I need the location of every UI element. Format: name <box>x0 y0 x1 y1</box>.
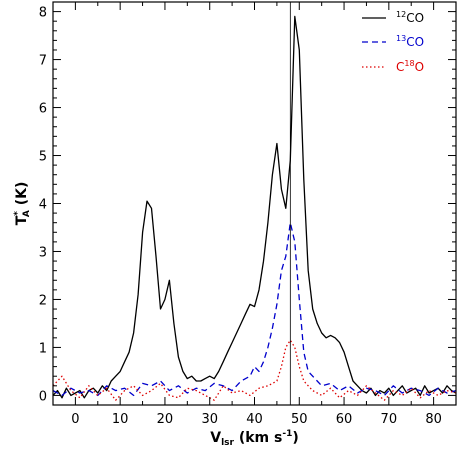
axes: 0 10 20 30 40 50 60 70 80 0 1 2 3 4 5 6 7 8 Vlsr (km s-1) T… <box>13 1 457 448</box>
plot-lines <box>53 15 456 401</box>
legend-label: 13CO <box>396 34 424 49</box>
y-tick-label: 4 <box>39 198 47 213</box>
y-tick-label: 8 <box>39 6 47 21</box>
legend-entry-c18o: C18O <box>362 59 424 74</box>
legend-label: 12CO <box>396 10 424 25</box>
y-tick-label: 1 <box>39 341 47 356</box>
y-axis-label: T*A (K) <box>13 182 32 226</box>
series-12co-line <box>53 15 456 399</box>
y-tick-label: 5 <box>39 150 47 165</box>
x-tick-label: 70 <box>381 412 398 427</box>
y-tick-label: 7 <box>39 54 47 69</box>
x-axis-label: Vlsr (km s-1) <box>210 429 299 448</box>
legend-entry-13co: 13CO <box>362 34 424 49</box>
x-tick-label: 40 <box>246 412 263 427</box>
legend-label: C18O <box>396 59 424 74</box>
x-tick-label: 80 <box>425 412 442 427</box>
y-tick-label: 3 <box>39 245 47 260</box>
x-tick-label: 0 <box>71 412 79 427</box>
series-c18o-line <box>53 339 456 401</box>
y-tick-label: 2 <box>39 293 47 308</box>
x-tick-label: 10 <box>112 412 129 427</box>
x-tick-label: 20 <box>157 412 174 427</box>
legend: 12CO 13CO C18O <box>362 10 424 74</box>
y-tick-label: 0 <box>39 389 47 404</box>
series-13co-line <box>53 222 456 397</box>
x-tick-label: 60 <box>336 412 353 427</box>
y-tick-label: 6 <box>39 102 47 117</box>
x-tick-label: 30 <box>201 412 218 427</box>
legend-entry-12co: 12CO <box>362 10 424 25</box>
x-tick-label: 50 <box>291 412 308 427</box>
